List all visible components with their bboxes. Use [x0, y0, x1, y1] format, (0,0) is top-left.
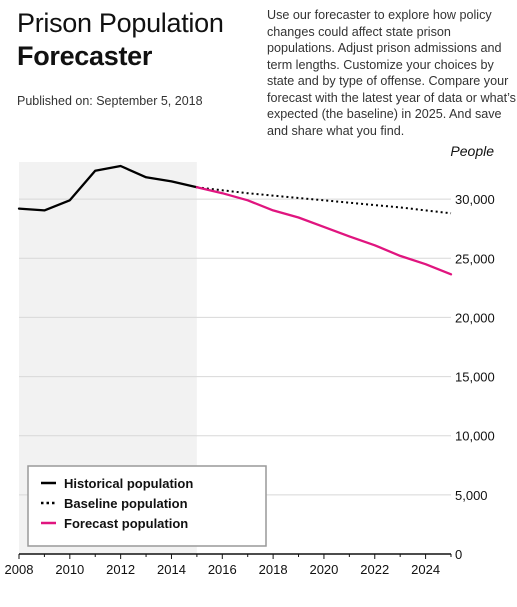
x-tick-label: 2022: [360, 562, 389, 577]
x-tick-label: 2014: [157, 562, 186, 577]
y-tick-label: 0: [455, 547, 462, 562]
series-line-historical-population: [17, 164, 199, 212]
x-tick-label: 2010: [55, 562, 84, 577]
series-line-forecast-population: [195, 186, 453, 276]
y-tick-label: 25,000: [455, 251, 495, 266]
y-tick-label: 15,000: [455, 370, 495, 385]
title-line-2: Forecaster: [17, 41, 153, 71]
legend-label: Baseline population: [64, 496, 188, 511]
series-line-baseline-population: [196, 186, 452, 215]
x-tick-label: 2008: [5, 562, 34, 577]
y-tick-label: 5,000: [455, 488, 488, 503]
x-tick-label: 2020: [309, 562, 338, 577]
x-tick-label: 2024: [411, 562, 440, 577]
legend-label: Forecast population: [64, 516, 188, 531]
legend-label: Historical population: [64, 476, 193, 491]
y-tick-label: 30,000: [455, 192, 495, 207]
population-chart: 0 5,000 10,000 15,000 20,000 25,000 30,000 Peop…: [5, 143, 495, 577]
title-line-1: Prison Population: [17, 8, 224, 38]
y-tick-label: 10,000: [455, 429, 495, 444]
chart-container: 0 5,000 10,000 15,000 20,000 25,000 30,000 Peop…: [0, 140, 517, 607]
y-axis-label: People: [450, 143, 494, 159]
x-tick-label: 2012: [106, 562, 135, 577]
x-tick-label: 2018: [259, 562, 288, 577]
x-tick-label: 2016: [208, 562, 237, 577]
legend-box: [27, 465, 267, 547]
y-tick-label: 20,000: [455, 310, 495, 325]
published-date: Published on: September 5, 2018: [17, 94, 203, 108]
description-text: Use our forecaster to explore how policy…: [267, 8, 516, 138]
